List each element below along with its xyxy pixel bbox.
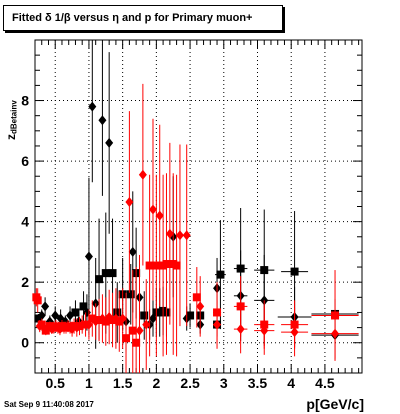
x-tick-label: 3.5	[248, 375, 268, 391]
data-point-square	[192, 293, 201, 302]
data-point-square	[113, 308, 122, 317]
x-tick-label: 4.5	[315, 375, 335, 391]
data-point-diamond	[142, 319, 151, 330]
x-tick-label: 0.5	[45, 375, 65, 391]
data-point-diamond	[125, 196, 134, 207]
data-point-square	[95, 316, 104, 325]
y-tick-label: 4	[21, 214, 29, 230]
data-point-diamond	[88, 101, 97, 112]
y-tick-label: 8	[21, 93, 29, 109]
data-point-diamond	[175, 230, 184, 241]
x-axis-label: p[GeV/c]	[306, 396, 364, 412]
data-point-diamond	[148, 204, 157, 215]
data-point-diamond	[196, 301, 205, 312]
data-point-diamond	[138, 169, 147, 180]
data-point-square	[140, 311, 149, 320]
data-point-square	[186, 311, 195, 320]
data-point-diamond	[84, 251, 93, 262]
data-point-square	[71, 308, 80, 317]
data-point-square	[33, 296, 42, 305]
data-point-square	[101, 317, 110, 326]
x-tick-label: 3	[220, 375, 228, 391]
data-point-square	[79, 302, 88, 311]
data-point-square	[41, 326, 50, 335]
data-point-diamond	[98, 115, 107, 126]
y-tick-label: 2	[21, 274, 29, 290]
data-point-diamond	[213, 319, 222, 330]
x-tick-label: 4	[287, 375, 295, 391]
chart-title: Fitted δ 1/β versus η and p for Primary …	[3, 5, 283, 31]
data-point-diamond	[56, 313, 65, 324]
data-point-square	[108, 316, 117, 325]
timestamp: Sat Sep 9 11:40:08 2017	[4, 400, 94, 409]
data-point-square	[95, 275, 104, 284]
data-point-square	[216, 270, 225, 279]
data-point-square	[290, 267, 299, 276]
data-point-diamond	[290, 327, 299, 338]
x-tick-label: 2	[152, 375, 160, 391]
data-point-square	[34, 314, 43, 323]
x-tick-label: 1.5	[113, 375, 133, 391]
data-point-square	[162, 260, 171, 269]
data-point-diamond	[236, 324, 245, 335]
data-point-square	[126, 290, 135, 299]
data-point-square	[101, 269, 110, 278]
x-tick-label: 1	[85, 375, 93, 391]
data-point-square	[172, 261, 181, 270]
data-point-diamond	[165, 228, 174, 239]
data-point-square	[122, 334, 131, 343]
data-point-diamond	[37, 310, 46, 321]
data-point-diamond	[155, 210, 164, 221]
data-point-square	[45, 322, 54, 331]
data-point-diamond	[118, 313, 127, 324]
data-point-square	[88, 314, 97, 323]
x-tick-label: 2.5	[180, 375, 200, 391]
data-point-square	[145, 261, 154, 270]
data-point-diamond	[128, 246, 137, 257]
data-point-square	[132, 338, 141, 347]
data-point-square	[37, 320, 46, 329]
y-tick-label: 0	[21, 335, 29, 351]
data-point-square	[128, 326, 137, 335]
data-point-square	[152, 261, 161, 270]
data-point-diamond	[135, 325, 144, 336]
data-point-diamond	[331, 328, 340, 339]
data-point-diamond	[41, 301, 50, 312]
data-point-diamond	[105, 137, 114, 148]
data-point-square	[115, 317, 124, 326]
data-point-square	[108, 269, 117, 278]
y-tick-label: 6	[21, 153, 29, 169]
data-point-diamond	[260, 325, 269, 336]
data-point-diamond	[182, 230, 191, 241]
